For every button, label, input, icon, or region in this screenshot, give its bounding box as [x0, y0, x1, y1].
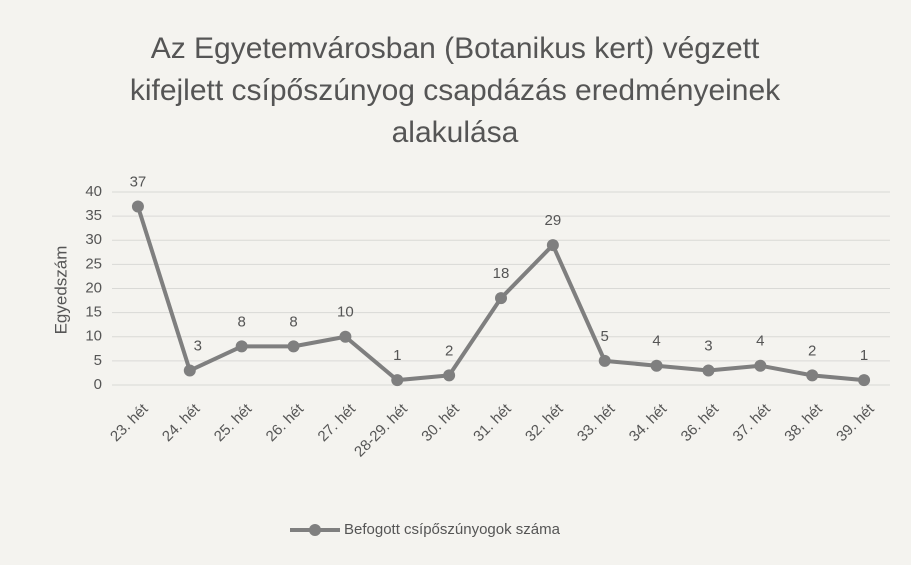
- y-tick-label: 15: [85, 304, 102, 321]
- chart-title: Az Egyetemvárosban (Botanikus kert) végz…: [129, 32, 781, 149]
- data-point: [598, 354, 611, 367]
- legend-marker: [309, 524, 321, 536]
- y-tick-label: 40: [85, 183, 102, 200]
- x-tick-label: 33. hét: [574, 400, 619, 445]
- data-label: 2: [445, 342, 453, 359]
- data-point: [754, 359, 767, 372]
- data-point: [131, 200, 144, 213]
- data-label: 8: [237, 313, 245, 330]
- x-tick-label: 24. hét: [159, 400, 204, 445]
- y-tick-label: 35: [85, 207, 102, 224]
- data-point: [391, 374, 404, 387]
- data-label: 18: [493, 265, 510, 282]
- data-label: 5: [601, 328, 609, 345]
- y-tick-label: 5: [94, 352, 102, 369]
- x-tick-label: 28-29. hét: [351, 400, 411, 460]
- data-label: 8: [289, 313, 297, 330]
- y-tick-label: 30: [85, 231, 102, 248]
- data-point: [546, 239, 559, 252]
- data-label: 2: [808, 342, 816, 359]
- data-label: 3: [704, 337, 712, 354]
- data-point: [339, 330, 352, 343]
- x-tick-label: 25. hét: [211, 400, 256, 445]
- data-label: 29: [545, 212, 562, 229]
- x-tick-label: 38. hét: [781, 400, 826, 445]
- x-tick-label: 37. hét: [730, 400, 775, 445]
- data-point: [183, 364, 196, 377]
- data-point: [235, 340, 248, 353]
- y-tick-label: 0: [94, 376, 102, 393]
- y-axis-label: Egyedszám: [51, 246, 70, 335]
- x-tick-label: 34. hét: [626, 400, 671, 445]
- data-label: 37: [130, 173, 147, 190]
- data-label: 10: [337, 304, 354, 321]
- data-point: [287, 340, 300, 353]
- x-tick-label: 39. hét: [833, 400, 878, 445]
- data-point: [650, 359, 663, 372]
- x-tick-label: 30. hét: [418, 400, 463, 445]
- data-point: [495, 292, 507, 305]
- data-point: [806, 369, 819, 382]
- x-tick-label: 27. hét: [315, 400, 360, 445]
- data-label: 3: [194, 337, 202, 354]
- x-tick-label: 23. hét: [107, 400, 152, 445]
- data-point: [702, 364, 715, 377]
- legend-label: Befogott csípőszúnyogok száma: [344, 521, 561, 538]
- y-tick-label: 25: [85, 255, 102, 272]
- data-label: 4: [756, 333, 764, 350]
- y-tick-label: 10: [85, 328, 102, 345]
- x-tick-label: 31. hét: [470, 400, 515, 445]
- data-label: 1: [393, 347, 401, 364]
- data-point: [858, 374, 871, 387]
- x-tick-label: 32. hét: [522, 400, 567, 445]
- data-label: 1: [860, 347, 868, 364]
- x-tick-label: 26. hét: [263, 400, 308, 445]
- data-point: [443, 369, 456, 382]
- data-label: 4: [652, 333, 660, 350]
- x-tick-label: 36. hét: [678, 400, 723, 445]
- y-tick-label: 20: [85, 279, 102, 296]
